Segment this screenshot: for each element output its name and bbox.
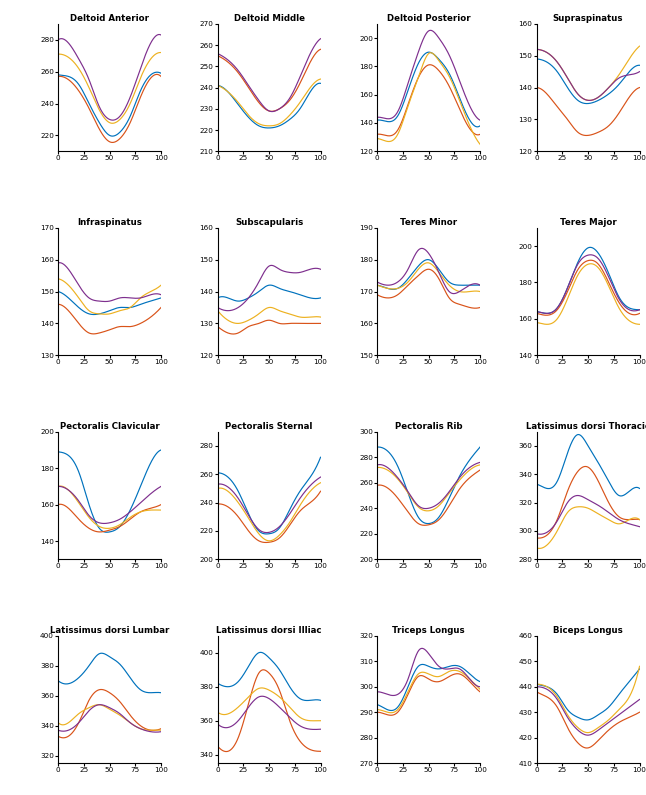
Title: Teres Minor: Teres Minor xyxy=(400,218,457,227)
Title: Deltoid Anterior: Deltoid Anterior xyxy=(70,14,149,23)
Title: Latissimus dorsi Thoracic: Latissimus dorsi Thoracic xyxy=(526,422,646,431)
Title: Latissimus dorsi Illiac: Latissimus dorsi Illiac xyxy=(216,626,322,635)
Title: Pectoralis Clavicular: Pectoralis Clavicular xyxy=(59,422,160,431)
Title: Biceps Longus: Biceps Longus xyxy=(553,626,623,635)
Title: Subscapularis: Subscapularis xyxy=(235,218,303,227)
Title: Pectoralis Sternal: Pectoralis Sternal xyxy=(225,422,313,431)
Title: Latissimus dorsi Lumbar: Latissimus dorsi Lumbar xyxy=(50,626,169,635)
Title: Pectoralis Rib: Pectoralis Rib xyxy=(395,422,463,431)
Title: Infraspinatus: Infraspinatus xyxy=(77,218,142,227)
Title: Supraspinatus: Supraspinatus xyxy=(553,14,623,23)
Title: Triceps Longus: Triceps Longus xyxy=(392,626,465,635)
Title: Teres Major: Teres Major xyxy=(559,218,616,227)
Title: Deltoid Middle: Deltoid Middle xyxy=(234,14,305,23)
Title: Deltoid Posterior: Deltoid Posterior xyxy=(387,14,470,23)
